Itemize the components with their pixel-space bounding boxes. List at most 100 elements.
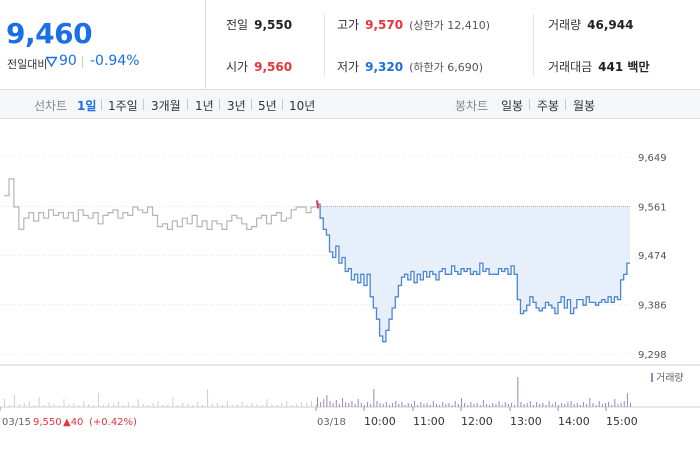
volume-bar xyxy=(623,401,625,407)
volume-bar xyxy=(601,404,603,407)
volume-bar xyxy=(137,399,139,407)
x-tick-label: 12:00 xyxy=(461,415,493,428)
volume-bar xyxy=(142,404,144,407)
volume-bar xyxy=(281,403,283,407)
prev-change-label: ▲40 xyxy=(63,417,83,428)
volume-bar xyxy=(539,404,541,407)
volume-bar xyxy=(335,400,337,407)
prev-day-summary: 03/15 9,550 ▲40 (+0.42%) xyxy=(2,417,137,428)
period-3m[interactable]: 3개월 xyxy=(151,99,181,113)
volume-bar xyxy=(167,404,169,407)
volume-bar xyxy=(576,403,578,407)
candle-daily[interactable]: 일봉 xyxy=(501,99,524,113)
volume-bar xyxy=(517,377,519,407)
period-10y[interactable]: 10년 xyxy=(289,99,316,113)
volume-bar xyxy=(23,403,25,407)
volume-bar xyxy=(536,402,538,407)
open-stat: 시가 9,560 xyxy=(226,58,292,75)
volume-bar xyxy=(542,403,544,407)
y-tick-label: 9,298 xyxy=(638,350,667,361)
volume-bar xyxy=(495,404,497,407)
volume-bar xyxy=(236,404,238,407)
volume-legend-swatch xyxy=(651,373,653,382)
volume-bar xyxy=(498,401,500,407)
current-price: 9,460 xyxy=(6,17,93,50)
volume-bar xyxy=(367,402,369,407)
volume-bar xyxy=(532,405,534,407)
volume-bar xyxy=(320,402,322,407)
trade-value-stat: 거래대금 441 백만 xyxy=(548,58,649,75)
volume-bar xyxy=(410,404,412,407)
volume-bar xyxy=(595,405,597,407)
volume-bar xyxy=(551,404,553,407)
volume-bar xyxy=(78,405,80,407)
period-divider xyxy=(282,99,283,110)
volume-bar xyxy=(407,403,409,407)
volume-bar xyxy=(614,399,616,407)
volume-bar xyxy=(583,402,585,407)
volume-bar xyxy=(8,405,10,407)
volume-bar xyxy=(152,403,154,407)
volume-bar xyxy=(473,404,475,407)
volume-bar xyxy=(216,403,218,407)
volume-bar xyxy=(523,404,525,407)
volume-bar xyxy=(197,402,199,407)
open-label: 시가 xyxy=(226,60,249,74)
volume-bar xyxy=(63,399,65,407)
volume-bar xyxy=(18,404,20,407)
x-tick-label: 11:00 xyxy=(413,415,445,428)
volume-bar xyxy=(564,404,566,407)
change-divider xyxy=(82,56,83,68)
volume-bar xyxy=(38,397,40,407)
volume-bar xyxy=(192,405,194,407)
volume-bar xyxy=(404,405,406,407)
volume-bar xyxy=(226,401,228,407)
volume-bar xyxy=(426,403,428,407)
volume-bar xyxy=(460,398,462,407)
volume-bar xyxy=(445,404,447,407)
volume-bar xyxy=(370,404,372,407)
volume-bar xyxy=(48,402,50,407)
y-tick-label: 9,649 xyxy=(638,153,667,164)
period-1w[interactable]: 1주일 xyxy=(108,99,138,113)
volume-bar xyxy=(117,401,119,407)
candle-monthly[interactable]: 월봉 xyxy=(573,99,596,113)
prev-close-stat: 전일 9,550 xyxy=(226,16,292,33)
volume-label: 거래량 xyxy=(548,18,582,32)
volume-bar xyxy=(507,404,509,407)
volume-bar xyxy=(520,402,522,407)
period-3y[interactable]: 3년 xyxy=(227,99,246,113)
volume-bar xyxy=(514,405,516,407)
volume-bar xyxy=(127,402,129,407)
period-5y[interactable]: 5년 xyxy=(258,99,277,113)
prev-close-value: 9,550 xyxy=(254,18,293,32)
volume-bar xyxy=(567,402,569,407)
volume-bar xyxy=(592,403,594,407)
period-1d[interactable]: 1일 xyxy=(77,99,97,113)
volume-bar xyxy=(246,405,248,407)
volume-bar xyxy=(401,402,403,407)
volume-bar xyxy=(388,405,390,407)
volume-bar xyxy=(323,399,325,407)
volume-bar xyxy=(271,404,273,407)
price-chart[interactable]: 9,649 9,561 9,474 9,386 9,298 03/18 10:00 11:0… xyxy=(0,120,700,450)
volume-bar xyxy=(296,404,298,407)
x-tick-label: 10:00 xyxy=(364,415,396,428)
volume-bar xyxy=(579,405,581,407)
volume-bar xyxy=(342,398,344,407)
trade-value-label: 거래대금 xyxy=(548,60,593,74)
volume-bar xyxy=(202,405,204,407)
candle-weekly[interactable]: 주봉 xyxy=(537,99,560,113)
volume-bar xyxy=(379,403,381,407)
change-rate: -0.94% xyxy=(90,53,140,69)
volume-bar xyxy=(187,404,189,407)
price-chart-svg[interactable]: 9,649 9,561 9,474 9,386 9,298 03/18 10:00 11:0… xyxy=(0,120,700,450)
volume-bar xyxy=(382,404,384,407)
volume-bar xyxy=(13,395,15,407)
volume-bar xyxy=(470,402,472,407)
period-1y[interactable]: 1년 xyxy=(195,99,214,113)
volume-bar xyxy=(348,403,350,407)
volume-bar xyxy=(617,404,619,407)
chart-lines xyxy=(4,178,630,343)
volume-bar xyxy=(291,405,293,407)
